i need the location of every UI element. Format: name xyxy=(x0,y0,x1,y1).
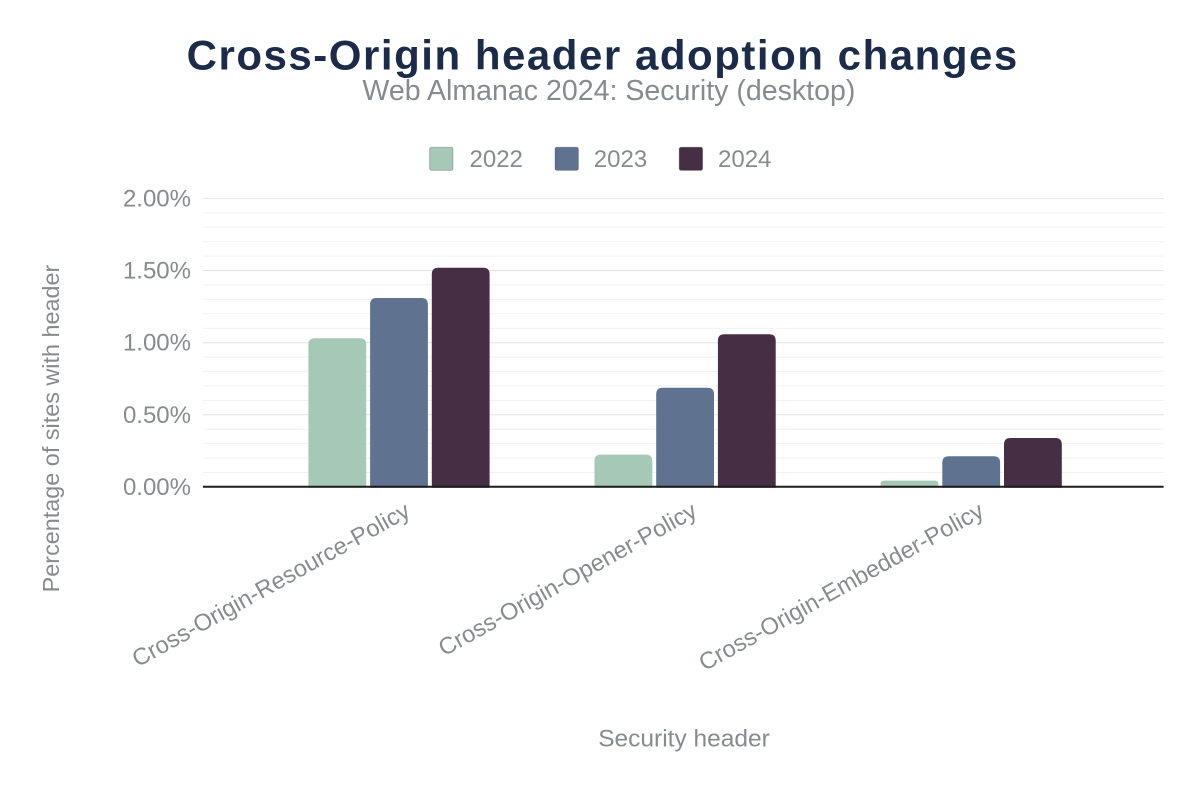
svg-text:2023: 2023 xyxy=(594,146,647,173)
svg-text:0.50%: 0.50% xyxy=(123,402,191,429)
svg-text:Percentage of sites with heade: Percentage of sites with header xyxy=(38,264,64,592)
svg-text:Web Almanac 2024: Security (de: Web Almanac 2024: Security (desktop) xyxy=(362,75,855,107)
svg-text:0.00%: 0.00% xyxy=(123,474,191,501)
svg-text:2024: 2024 xyxy=(718,146,771,173)
svg-text:1.00%: 1.00% xyxy=(123,330,191,357)
svg-text:2.00%: 2.00% xyxy=(123,185,191,212)
svg-text:1.50%: 1.50% xyxy=(123,258,191,285)
svg-text:Cross-Origin header adoption c: Cross-Origin header adoption changes xyxy=(187,32,1019,79)
svg-text:Security header: Security header xyxy=(598,726,770,753)
svg-text:2022: 2022 xyxy=(470,146,523,173)
